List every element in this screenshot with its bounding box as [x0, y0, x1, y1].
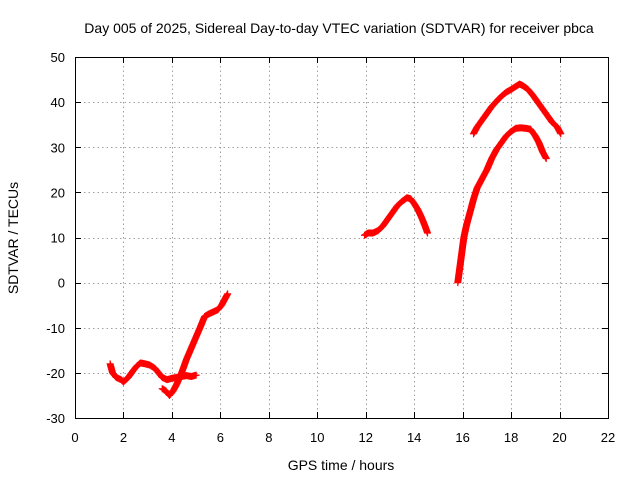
data-point-markers [361, 194, 432, 239]
y-tick-label: 30 [51, 140, 65, 155]
x-tick-label: 0 [71, 430, 78, 445]
x-tick-label: 12 [358, 430, 372, 445]
y-tick-label: 40 [51, 95, 65, 110]
data-series [106, 80, 565, 399]
plot-frame [75, 57, 609, 419]
series-arc-5 [470, 80, 565, 138]
series-arc-2 [158, 290, 232, 399]
x-tick-label: 4 [168, 430, 175, 445]
data-point-markers [158, 290, 232, 399]
series-arc-4 [454, 124, 550, 287]
chart-title: Day 005 of 2025, Sidereal Day-to-day VTE… [84, 20, 594, 36]
y-tick-label: -10 [46, 321, 65, 336]
y-tick-label: 50 [51, 50, 65, 65]
y-axis-label: SDTVAR / TECUs [5, 182, 21, 294]
x-tick-label: 8 [265, 430, 272, 445]
y-tick-label: -20 [46, 366, 65, 381]
x-tick-label: 20 [552, 430, 566, 445]
grid [75, 57, 608, 418]
x-tick-label: 10 [310, 430, 324, 445]
series-arc-3 [361, 194, 432, 239]
axis-ticks: 0 2 4 6 8 10 12 14 16 18 20 22 -30 -20 -10 0 10 20 30 40 50 [46, 50, 615, 445]
data-point-markers [470, 80, 565, 138]
x-tick-label: 6 [217, 430, 224, 445]
x-tick-label: 22 [601, 430, 615, 445]
y-tick-label: 20 [51, 185, 65, 200]
x-axis-label: GPS time / hours [288, 457, 395, 473]
data-point-markers [106, 359, 200, 386]
x-tick-label: 14 [407, 430, 421, 445]
x-tick-label: 2 [120, 430, 127, 445]
y-tick-label: 10 [51, 231, 65, 246]
x-tick-label: 16 [455, 430, 469, 445]
y-tick-label: -30 [46, 411, 65, 426]
y-tick-label: 0 [58, 276, 65, 291]
x-tick-label: 18 [504, 430, 518, 445]
data-point-markers [454, 124, 550, 287]
series-arc-1 [106, 359, 200, 386]
